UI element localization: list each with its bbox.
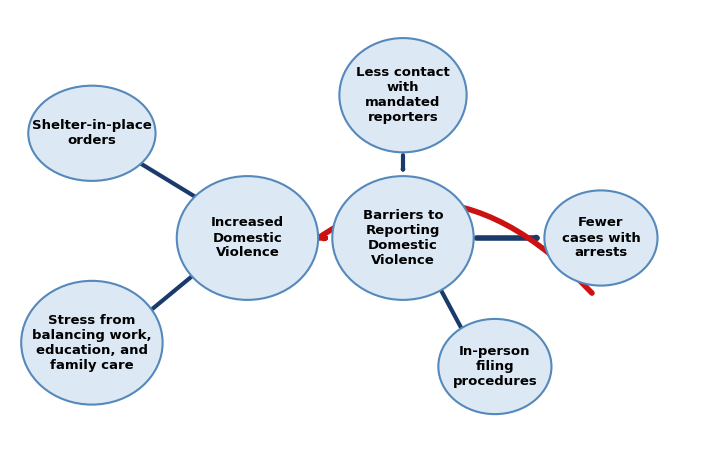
- Ellipse shape: [28, 86, 156, 181]
- Text: Shelter-in-place
orders: Shelter-in-place orders: [32, 119, 152, 147]
- Ellipse shape: [438, 319, 551, 414]
- Text: Barriers to
Reporting
Domestic
Violence: Barriers to Reporting Domestic Violence: [363, 209, 443, 267]
- FancyArrowPatch shape: [132, 159, 206, 204]
- FancyArrowPatch shape: [434, 278, 465, 336]
- Text: Fewer
cases with
arrests: Fewer cases with arrests: [561, 217, 641, 259]
- Ellipse shape: [339, 38, 467, 152]
- FancyArrowPatch shape: [144, 264, 207, 316]
- Text: In-person
filing
procedures: In-person filing procedures: [452, 345, 537, 388]
- Ellipse shape: [21, 281, 163, 405]
- Ellipse shape: [544, 190, 658, 286]
- Text: Stress from
balancing work,
education, and
family care: Stress from balancing work, education, a…: [32, 314, 152, 372]
- Ellipse shape: [332, 176, 474, 300]
- Ellipse shape: [177, 176, 318, 300]
- Text: Increased
Domestic
Violence: Increased Domestic Violence: [211, 217, 284, 259]
- FancyArrowPatch shape: [256, 202, 592, 294]
- Text: Less contact
with
mandated
reporters: Less contact with mandated reporters: [356, 66, 450, 124]
